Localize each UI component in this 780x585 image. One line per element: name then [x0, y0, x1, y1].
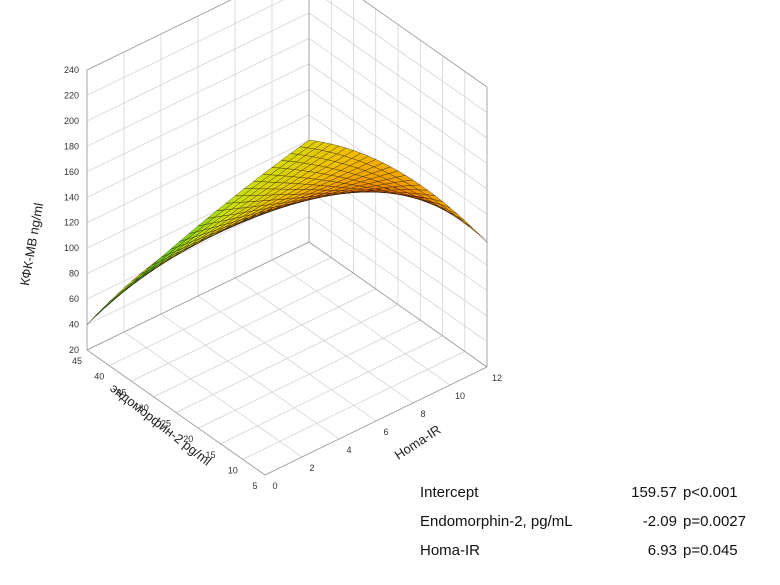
stat-p-value: p=0.045 [683, 542, 738, 559]
back-wall-grid-line [86, 0, 285, 96]
y-tick-label: 25 [161, 419, 171, 429]
z-tick-label: 240 [64, 65, 79, 75]
y-tick-label: 10 [228, 465, 238, 475]
plot-box-edge [362, 0, 488, 88]
plot-box-edge [86, 241, 310, 351]
plot-box-edge [264, 366, 488, 476]
x-tick-label: 12 [492, 373, 502, 383]
plot-box-edge [86, 349, 266, 476]
stat-row-intercept: Intercept 159.57 p<0.001 [420, 478, 760, 507]
back-wall-grid-line [86, 139, 310, 249]
z-tick-label: 220 [64, 90, 79, 100]
stat-coefficient: 159.57 [631, 484, 677, 501]
z-tick-label: 80 [69, 269, 79, 279]
plot-box-edge [308, 241, 488, 368]
side-wall-grid-line [308, 190, 488, 317]
stat-name: Intercept [420, 484, 479, 501]
surface-mesh [86, 139, 488, 325]
stat-name: Endomorphin-2, pg/mL [420, 513, 573, 530]
back-wall-grid-line [86, 38, 310, 147]
side-wall-grid-line [308, 88, 488, 215]
side-wall-grid-line [308, 63, 488, 190]
y-tick-label: 35 [116, 387, 126, 397]
x-tick-label: 10 [455, 391, 465, 401]
back-wall-grid-line [86, 114, 310, 224]
surface-cell [86, 308, 104, 325]
side-wall-grid-line [308, 12, 488, 139]
z-tick-label: 160 [64, 167, 79, 177]
x-tick-label: 2 [309, 463, 314, 473]
floor-grid-line [153, 288, 376, 398]
axis-ticks: 2402202001801601401201008060402045403530… [64, 65, 502, 491]
back-wall-grid-line [86, 216, 310, 325]
y-tick-label: 30 [139, 403, 149, 413]
x-tick-label: 8 [420, 409, 425, 419]
back-wall-grid-line [86, 63, 310, 173]
side-wall-grid-line [326, 0, 488, 113]
z-tick-label: 200 [64, 116, 79, 126]
y-tick-label: 5 [252, 481, 257, 491]
z-tick-label: 140 [64, 192, 79, 202]
floor-grid-line [109, 257, 332, 366]
back-wall-grid-line [86, 12, 310, 122]
z-tick-label: 60 [69, 294, 79, 304]
x-tick-label: 6 [383, 427, 388, 437]
x-tick-label: 4 [346, 445, 351, 455]
stat-coefficient: -2.09 [642, 513, 677, 530]
z-tick-label: 40 [69, 320, 79, 330]
z-tick-label: 100 [64, 243, 79, 253]
back-wall-grid-line [86, 88, 310, 198]
z-tick-label: 180 [64, 141, 79, 151]
z-tick-label: 20 [69, 345, 79, 355]
side-wall-grid-line [308, 216, 488, 342]
y-tick-label: 15 [205, 450, 215, 460]
stat-row-endomorphin: Endomorphin-2, pg/mL -2.09 p=0.0027 [420, 507, 760, 536]
stat-p-value: p=0.0027 [683, 513, 746, 530]
plot-box-grid [86, 0, 488, 476]
stat-coefficient: 6.93 [647, 542, 677, 559]
regression-stats-table: Intercept 159.57 p<0.001 Endomorphin-2, … [420, 478, 760, 565]
y-tick-label: 40 [94, 372, 104, 382]
x-tick-label: 0 [272, 481, 277, 491]
surface-cell [447, 209, 465, 221]
floor-grid-line [220, 335, 443, 445]
stat-p-value: p<0.001 [683, 484, 738, 501]
stat-name: Homa-IR [420, 542, 481, 559]
plot-box-edge [86, 0, 232, 71]
floor-grid-line [175, 304, 399, 413]
floor-grid-line [198, 319, 421, 429]
floor-grid-line [131, 272, 354, 382]
z-axis-label: КФК-МВ ng/ml [17, 202, 46, 287]
floor-grid-line [242, 351, 465, 460]
stat-row-homa-ir: Homa-IR 6.93 p=0.045 [420, 536, 760, 565]
y-tick-label: 45 [72, 356, 82, 366]
x-axis-label: Homa-IR [392, 422, 444, 463]
z-tick-label: 120 [64, 218, 79, 228]
side-wall-grid-line [308, 38, 488, 164]
y-tick-label: 20 [183, 434, 193, 444]
